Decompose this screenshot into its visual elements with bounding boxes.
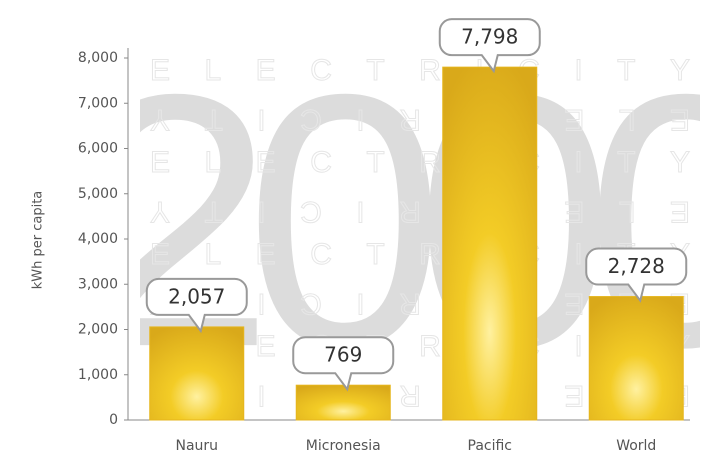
y-tick-label: 2,000: [78, 322, 118, 338]
value-bubble: [438, 18, 541, 74]
y-tick-label: 0: [109, 412, 118, 428]
y-tick-label: 7,000: [78, 95, 118, 111]
y-axis-label: kWh per capita: [31, 191, 46, 290]
bar: [442, 66, 538, 421]
y-tick-label: 6,000: [78, 141, 118, 157]
x-tick-label: World: [616, 438, 656, 454]
plot: 0 1,000 2,000 3,000 4,000 5,000 6,000 7,000 8,00…: [78, 18, 690, 454]
value-label: 2,728: [608, 254, 665, 278]
value-label: 769: [324, 343, 362, 367]
y-tick-label: 3,000: [78, 276, 118, 292]
bar: [588, 296, 684, 421]
value-label: 7,798: [461, 25, 518, 49]
x-tick-label: Pacific: [468, 438, 513, 454]
value-bubble: [585, 247, 688, 303]
x-tick-label: Nauru: [175, 438, 218, 454]
value-label: 2,057: [168, 284, 225, 308]
bar: [149, 326, 245, 421]
value-bubble: [292, 336, 395, 392]
y-tick-label: 1,000: [78, 367, 118, 383]
y-tick-label: 5,000: [78, 186, 118, 202]
x-tick-label: Micronesia: [306, 438, 381, 454]
y-tick-label: 4,000: [78, 231, 118, 247]
value-bubble: [145, 277, 248, 334]
y-tick-label: 8,000: [78, 50, 118, 66]
bar: [295, 384, 391, 421]
